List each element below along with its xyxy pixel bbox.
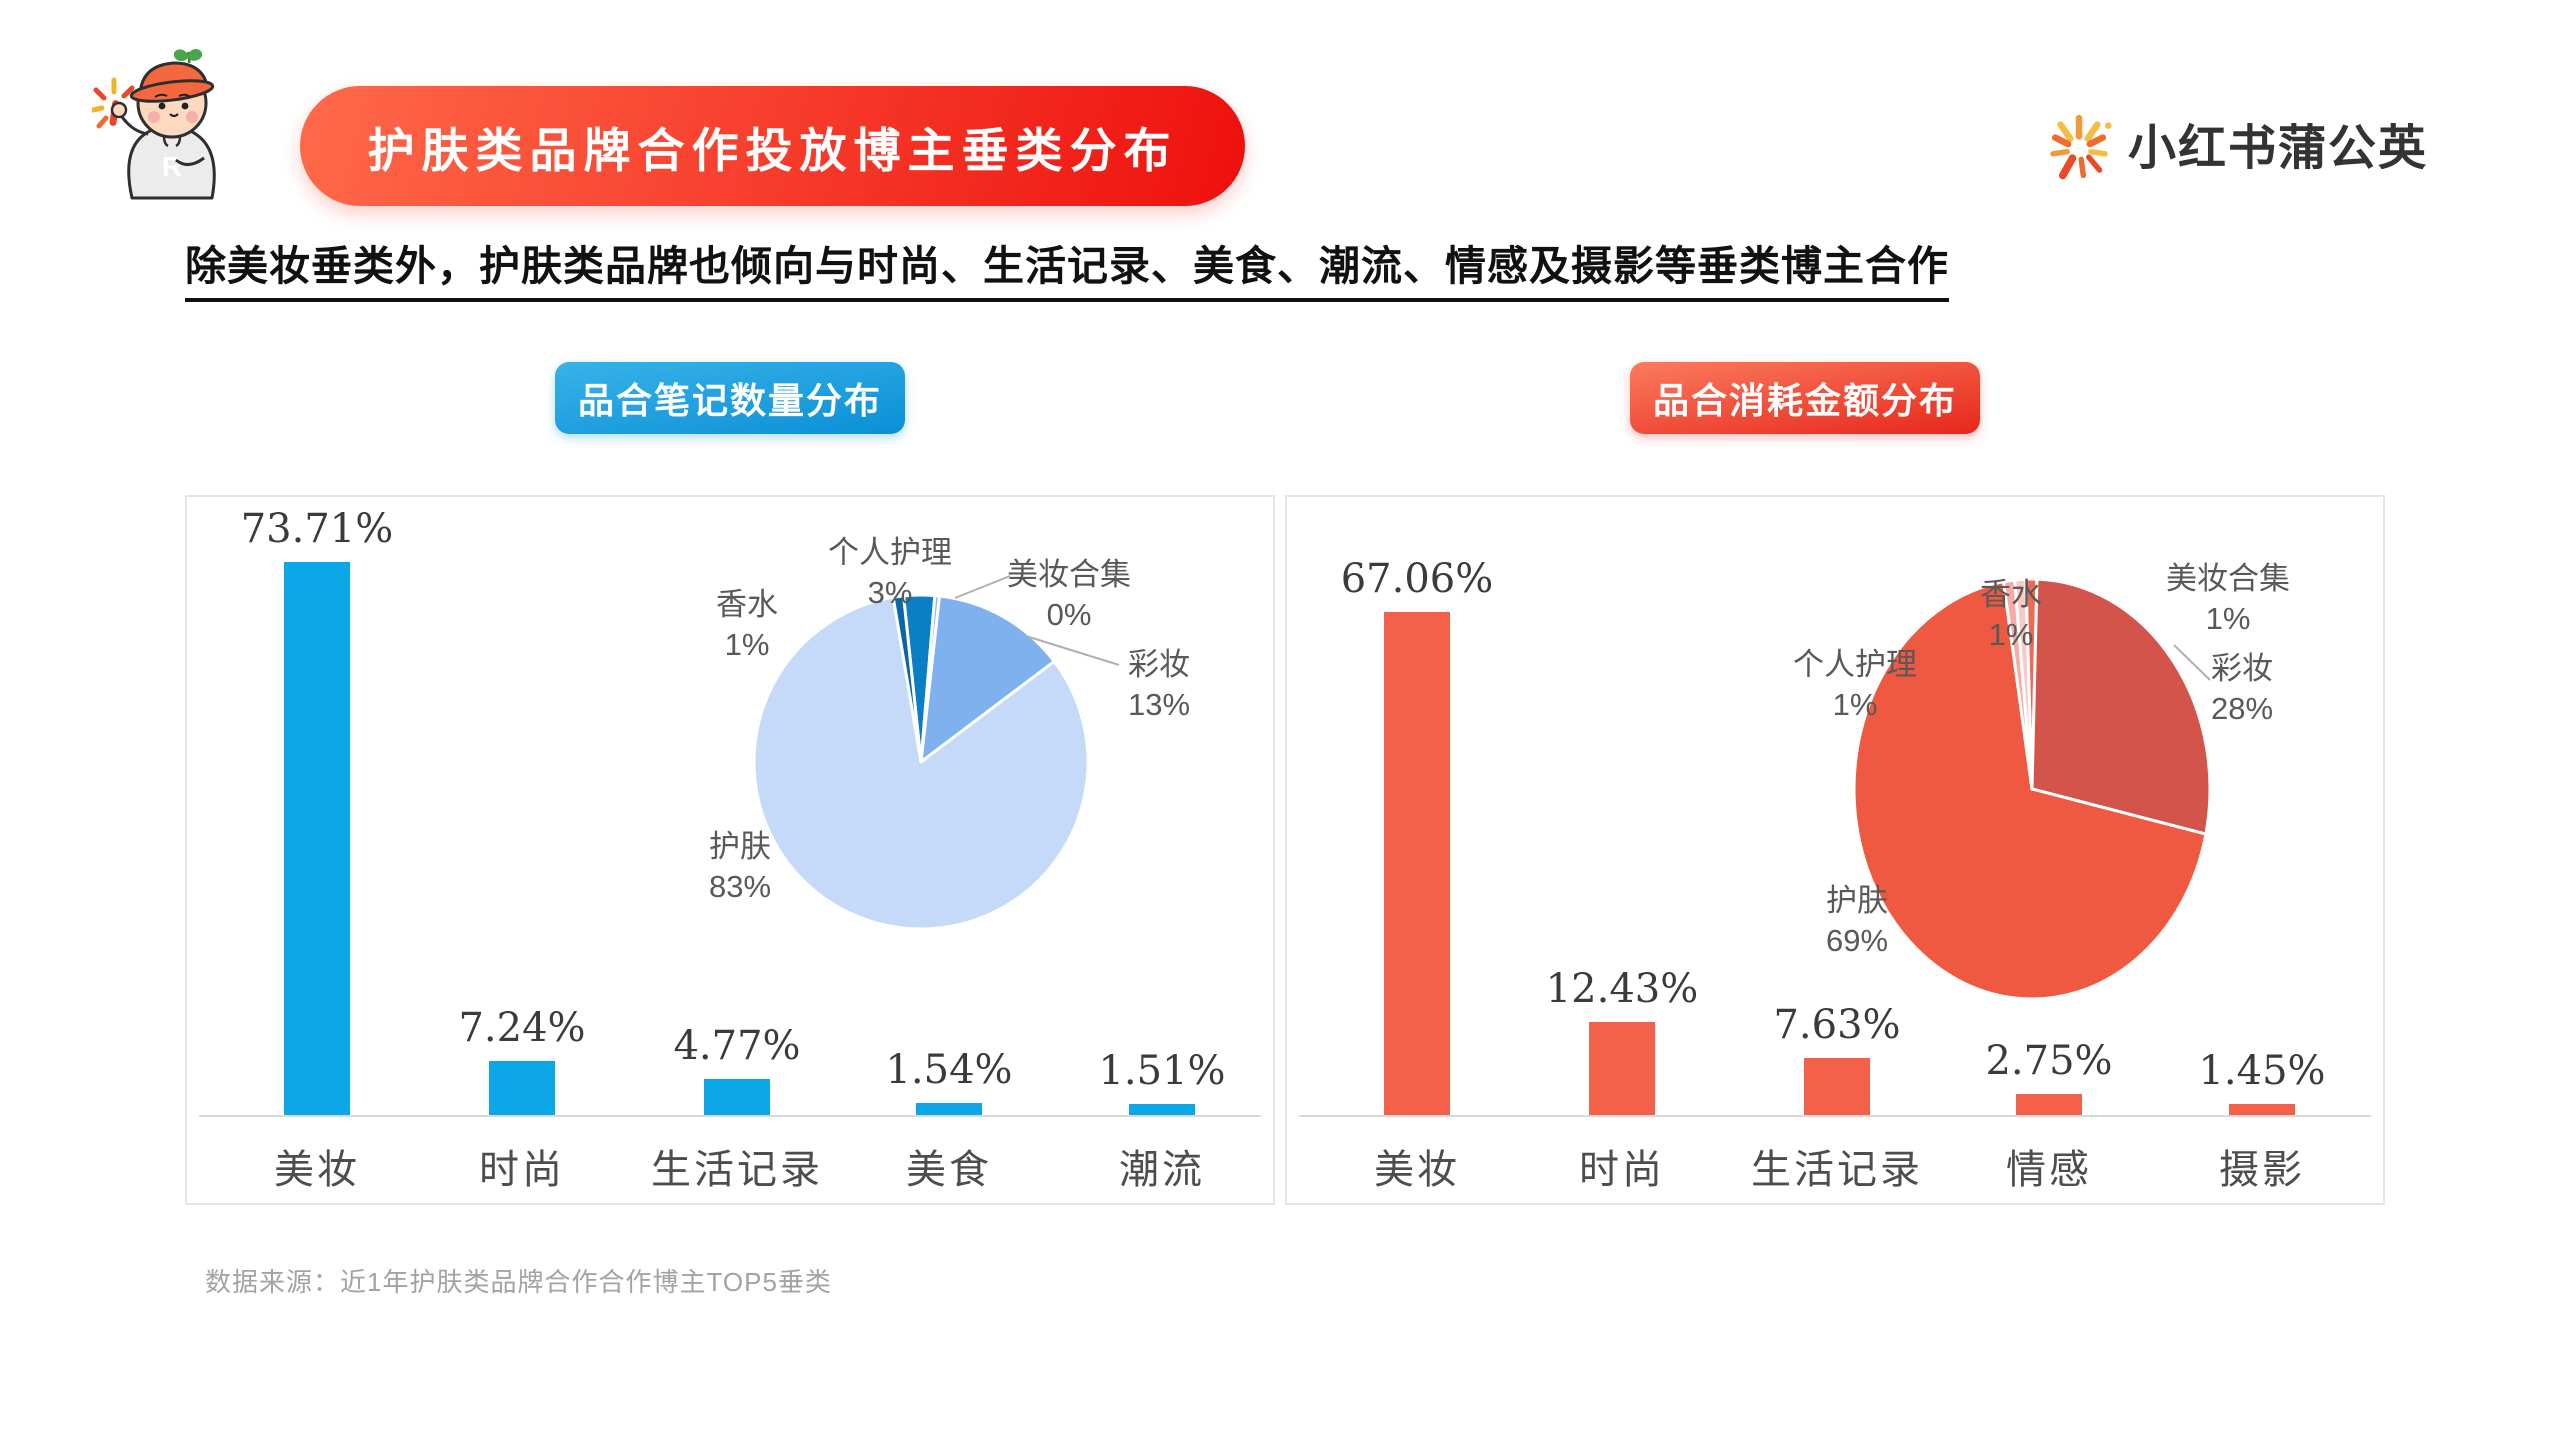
bar [2229, 1104, 2295, 1115]
pie-slice [891, 594, 923, 764]
left-chart-badge[interactable]: 品合笔记数量分布 [555, 362, 905, 434]
category-label: 生活记录 [651, 1148, 823, 1192]
category-label: 时尚 [479, 1148, 565, 1192]
bar-value-label: 12.43% [1545, 965, 1699, 1012]
category-label: 美食 [906, 1148, 992, 1192]
spend-amount-panel: 67.06% 12.43% 7.63% 2.75% 1.45% 美妆 时尚 生活… [1285, 495, 2385, 1205]
x-axis-line [199, 1115, 1261, 1117]
right-chart-badge[interactable]: 品合消耗金额分布 [1630, 362, 1980, 434]
pie-label-makeup-collection: 美妆合集 0% [1007, 557, 1131, 633]
bar [489, 1060, 555, 1115]
bar-value-label: 7.24% [458, 1004, 586, 1051]
x-axis-line [1299, 1115, 2371, 1117]
pie-label-personal-care: 个人护理 1% [1793, 647, 1917, 723]
bar-group: 4.77% [647, 1023, 827, 1115]
mascot-illustration: R [92, 48, 216, 200]
bar-group: 67.06% [1327, 556, 1507, 1115]
notes-volume-panel: 73.71% 7.24% 4.77% 1.54% 1.51% 美妆 时尚 生活记… [185, 495, 1275, 1205]
page-title: 护肤类品牌合作投放博主垂类分布 [367, 123, 1178, 177]
brand-name: 小红书蒲公英 [2128, 122, 2429, 175]
pie-label-skincare: 护肤 83% [708, 829, 772, 905]
pie-label-color-makeup: 彩妆 28% [2210, 651, 2274, 727]
pie-slice [1852, 580, 2208, 1001]
bar [1589, 1021, 1655, 1115]
bar-value-label: 1.51% [1098, 1047, 1226, 1094]
pie-label-makeup-collection: 美妆合集 1% [2166, 561, 2290, 637]
bar [284, 562, 350, 1115]
pie-label-personal-care: 个人护理 3% [828, 535, 952, 611]
category-label: 情感 [2006, 1148, 2092, 1192]
bar-group: 1.45% [2172, 1048, 2352, 1115]
pie-slice [2013, 577, 2034, 791]
notes-volume-pie-chart [752, 575, 1120, 931]
bar [1129, 1103, 1195, 1115]
bar-value-label: 67.06% [1340, 556, 1494, 602]
bar-group: 1.54% [859, 1047, 1039, 1115]
bar-value-label: 7.63% [1773, 1001, 1901, 1048]
bar-value-label: 4.77% [673, 1023, 801, 1070]
bar-group: 12.43% [1532, 966, 1712, 1115]
bar [1804, 1057, 1870, 1115]
bar [704, 1079, 770, 1115]
bar-group: 2.75% [1959, 1038, 2139, 1115]
category-label: 美妆 [1374, 1148, 1460, 1192]
bar-group: 1.51% [1072, 1048, 1252, 1115]
pie-leader-lines [2173, 644, 2211, 681]
category-label: 美妆 [274, 1148, 360, 1192]
category-label: 潮流 [1119, 1148, 1205, 1192]
pie-label-perfume: 香水 1% [716, 587, 778, 663]
category-label: 生活记录 [1751, 1148, 1923, 1192]
category-label: 摄影 [2219, 1148, 2305, 1192]
data-source-note: 数据来源：近1年护肤类品牌合作合作博主TOP5垂类 [205, 1267, 832, 1297]
dandelion-logo-icon [2050, 114, 2112, 180]
bar-value-label: 73.71% [240, 506, 394, 553]
bar-group: 73.71% [227, 506, 407, 1115]
svg-text:R: R [162, 151, 182, 182]
bar-value-label: 1.54% [885, 1047, 1013, 1094]
bar-group: 7.24% [432, 1005, 612, 1115]
page-title-badge: 护肤类品牌合作投放博主垂类分布 [300, 86, 1245, 206]
bar [1384, 612, 1450, 1115]
pie-label-perfume: 香水 1% [1980, 577, 2042, 653]
brand-logo: 小红书蒲公英 [2040, 104, 2428, 182]
bar [2016, 1094, 2082, 1115]
bar-value-label: 2.75% [1985, 1038, 2113, 1085]
spend-amount-pie-chart [1852, 577, 2212, 1001]
key-finding-subtitle: 除美妆垂类外，护肤类品牌也倾向与时尚、生活记录、美食、潮流、情感及摄影等垂类博主… [185, 232, 1949, 302]
pie-label-skincare: 护肤 69% [1825, 883, 1889, 959]
bar-group: 7.63% [1747, 1002, 1927, 1115]
pie-leader-lines [954, 575, 1120, 666]
category-label: 时尚 [1579, 1148, 1665, 1192]
bar [916, 1103, 982, 1115]
pie-slice [2030, 577, 2212, 836]
pie-slice [919, 594, 1056, 764]
pie-label-color-makeup: 彩妆 13% [1127, 647, 1191, 723]
bar-value-label: 1.45% [2198, 1048, 2326, 1095]
